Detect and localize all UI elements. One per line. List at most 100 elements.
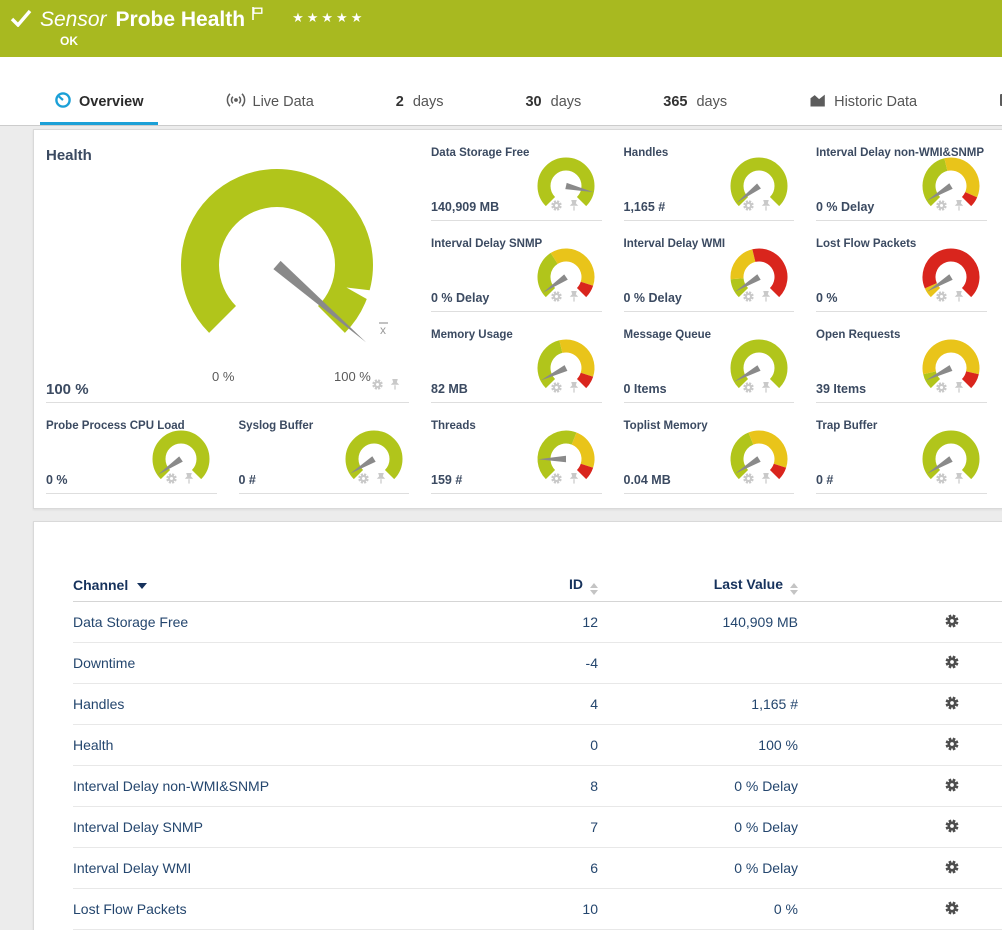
gauge-cell-message-queue: Message Queue0 Items bbox=[624, 329, 795, 403]
gauge-cell-data-storage-free: Data Storage Free140,909 MB bbox=[431, 147, 602, 221]
gauge-settings-gear-icon[interactable] bbox=[165, 472, 178, 490]
broadcast-icon bbox=[226, 92, 246, 112]
gauge-pin-icon[interactable] bbox=[953, 381, 965, 399]
table-row-interval-delay-snmp[interactable]: Interval Delay SNMP70 % Delay bbox=[73, 807, 1002, 848]
gauge-pin-icon[interactable] bbox=[568, 290, 580, 308]
gauge-settings-gear-icon[interactable] bbox=[935, 381, 948, 399]
channel-settings-gear-icon[interactable] bbox=[944, 821, 960, 837]
gauge-value: 140,909 MB bbox=[431, 200, 499, 214]
table-row-lost-flow-packets[interactable]: Lost Flow Packets100 % bbox=[73, 889, 1002, 930]
gauge-cell-memory-usage: Memory Usage82 MB bbox=[431, 329, 602, 403]
gauge-pin-icon[interactable] bbox=[375, 472, 387, 490]
gauge-value: 0 # bbox=[239, 473, 256, 487]
tab-log[interactable]: Log bbox=[985, 81, 1002, 125]
channel-settings-gear-icon[interactable] bbox=[944, 739, 960, 755]
table-row-health[interactable]: Health0100 % bbox=[73, 725, 1002, 766]
channel-last-value: 100 % bbox=[598, 737, 798, 753]
gauge-pin-icon[interactable] bbox=[760, 472, 772, 490]
channel-settings-gear-icon[interactable] bbox=[944, 903, 960, 919]
channel-settings-gear-icon[interactable] bbox=[944, 616, 960, 632]
gauge-settings-gear-icon[interactable] bbox=[935, 199, 948, 217]
gauge-settings-gear-icon[interactable] bbox=[371, 378, 384, 396]
tab-365-days[interactable]: 365days bbox=[649, 81, 741, 125]
gauge-value: 1,165 # bbox=[624, 200, 666, 214]
sensor-type-label: Sensor bbox=[40, 8, 107, 32]
gauge-cell-syslog-buffer: Syslog Buffer0 # bbox=[239, 420, 410, 494]
gauge-value: 159 # bbox=[431, 473, 462, 487]
gauge-settings-gear-icon[interactable] bbox=[935, 472, 948, 490]
gauge-pin-icon[interactable] bbox=[953, 199, 965, 217]
gauge-settings-gear-icon[interactable] bbox=[550, 472, 563, 490]
channel-name[interactable]: Interval Delay non-WMI&SNMP bbox=[73, 778, 513, 794]
channel-name[interactable]: Health bbox=[73, 737, 513, 753]
table-row-interval-delay-non-wmi-snmp[interactable]: Interval Delay non-WMI&SNMP80 % Delay bbox=[73, 766, 1002, 807]
tab-live-data[interactable]: Live Data bbox=[212, 81, 328, 125]
gauge-pin-icon[interactable] bbox=[760, 290, 772, 308]
tab-label: Overview bbox=[79, 94, 144, 110]
gauge-cell-open-requests: Open Requests39 Items bbox=[816, 329, 987, 403]
channel-last-value: 1,165 # bbox=[598, 696, 798, 712]
channel-last-value: 140,909 MB bbox=[598, 614, 798, 630]
gauge-cell-toplist-memory: Toplist Memory0.04 MB bbox=[624, 420, 795, 494]
gauge-settings-gear-icon[interactable] bbox=[742, 381, 755, 399]
flag-icon[interactable] bbox=[251, 6, 264, 26]
channel-name[interactable]: Interval Delay SNMP bbox=[73, 819, 513, 835]
channel-id: 7 bbox=[513, 819, 598, 835]
channel-id: 12 bbox=[513, 614, 598, 630]
channel-settings-gear-icon[interactable] bbox=[944, 780, 960, 796]
channel-name[interactable]: Handles bbox=[73, 696, 513, 712]
table-row-data-storage-free[interactable]: Data Storage Free12140,909 MB bbox=[73, 602, 1002, 643]
channel-name[interactable]: Downtime bbox=[73, 655, 513, 671]
tab-30-days[interactable]: 30days bbox=[511, 81, 595, 125]
gauge-settings-gear-icon[interactable] bbox=[742, 290, 755, 308]
gauge-value: 0 # bbox=[816, 473, 833, 487]
tab-overview[interactable]: Overview bbox=[40, 81, 158, 125]
table-row-handles[interactable]: Handles41,165 # bbox=[73, 684, 1002, 725]
gauge-pin-icon[interactable] bbox=[953, 290, 965, 308]
gauge-value: 0 % Delay bbox=[816, 200, 874, 214]
gauge-settings-gear-icon[interactable] bbox=[550, 199, 563, 217]
channel-id: 4 bbox=[513, 696, 598, 712]
column-header-id[interactable]: ID bbox=[513, 576, 598, 595]
tab-bar: Overview Live Data 2days 30days 365days Histo… bbox=[0, 57, 1002, 126]
status-badge: OK bbox=[60, 34, 78, 48]
channel-id: 6 bbox=[513, 860, 598, 876]
gauge-settings-gear-icon[interactable] bbox=[742, 199, 755, 217]
gauge-pin-icon[interactable] bbox=[760, 381, 772, 399]
column-header-channel[interactable]: Channel bbox=[73, 577, 513, 593]
gauge-settings-gear-icon[interactable] bbox=[550, 381, 563, 399]
channel-name[interactable]: Lost Flow Packets bbox=[73, 901, 513, 917]
channel-name[interactable]: Interval Delay WMI bbox=[73, 860, 513, 876]
gauge-cell-lost-flow-packets: Lost Flow Packets0 % bbox=[816, 238, 987, 312]
channel-name[interactable]: Data Storage Free bbox=[73, 614, 513, 630]
gauge-pin-icon[interactable] bbox=[568, 199, 580, 217]
sort-icons bbox=[590, 583, 598, 595]
channel-settings-gear-icon[interactable] bbox=[944, 698, 960, 714]
gauge-settings-gear-icon[interactable] bbox=[742, 472, 755, 490]
column-header-last-value[interactable]: Last Value bbox=[598, 576, 798, 595]
gauge-pin-icon[interactable] bbox=[389, 378, 401, 396]
channel-last-value: 0 % bbox=[598, 901, 798, 917]
tab-label: days bbox=[696, 94, 727, 110]
gauge-cell-handles: Handles1,165 # bbox=[624, 147, 795, 221]
gauge-pin-icon[interactable] bbox=[953, 472, 965, 490]
gauge-cell-threads: Threads159 # bbox=[431, 420, 602, 494]
sort-icons bbox=[790, 583, 798, 595]
gauge-settings-gear-icon[interactable] bbox=[935, 290, 948, 308]
tab-historic-data[interactable]: Historic Data bbox=[795, 81, 931, 125]
gauge-pin-icon[interactable] bbox=[568, 381, 580, 399]
gauge-icon bbox=[54, 91, 72, 113]
priority-stars[interactable]: ★★★★★ bbox=[292, 10, 365, 26]
table-row-downtime[interactable]: Downtime-4 bbox=[73, 643, 1002, 684]
gauge-value: 82 MB bbox=[431, 382, 468, 396]
gauge-pin-icon[interactable] bbox=[760, 199, 772, 217]
tab-2-days[interactable]: 2days bbox=[382, 81, 458, 125]
channel-settings-gear-icon[interactable] bbox=[944, 862, 960, 878]
channel-settings-gear-icon[interactable] bbox=[944, 657, 960, 673]
table-row-interval-delay-wmi[interactable]: Interval Delay WMI60 % Delay bbox=[73, 848, 1002, 889]
gauge-settings-gear-icon[interactable] bbox=[550, 290, 563, 308]
channel-last-value: 0 % Delay bbox=[598, 819, 798, 835]
gauge-settings-gear-icon[interactable] bbox=[357, 472, 370, 490]
gauge-pin-icon[interactable] bbox=[183, 472, 195, 490]
gauge-pin-icon[interactable] bbox=[568, 472, 580, 490]
